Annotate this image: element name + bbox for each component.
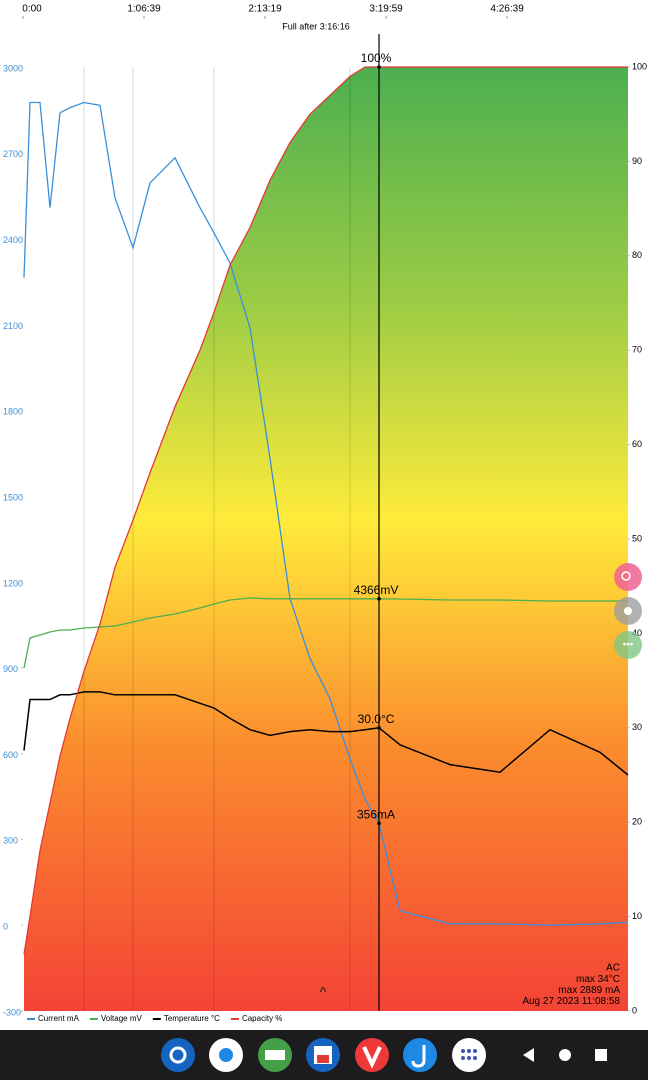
more-icon: ••• (623, 640, 634, 651)
cursor-label: 100% (361, 51, 392, 65)
y2-tick-label: 40 (632, 628, 642, 638)
home-button[interactable] (559, 1049, 571, 1061)
x-tick-label: 2:13:19 (248, 4, 282, 15)
y2-tick-label: 100 (632, 61, 647, 71)
app-glyph (362, 1046, 382, 1069)
expand-button[interactable]: ^ (320, 984, 327, 1000)
theme-icon (624, 607, 632, 615)
y2-tick-label: 30 (632, 722, 642, 732)
app-glyph (265, 1050, 285, 1060)
y2-tick-label: 50 (632, 533, 642, 543)
info-text: Aug 27 2023 11:08:58 (522, 996, 620, 1007)
app-drawer[interactable] (452, 1038, 486, 1072)
cursor-label: 356mA (357, 808, 395, 822)
y-tick-label: 1500 (3, 492, 23, 502)
y-tick-label: 2400 (3, 235, 23, 245)
y2-tick-label: 60 (632, 439, 642, 449)
app-icon[interactable] (161, 1038, 195, 1072)
series-line (23, 66, 628, 955)
cursor-point (377, 597, 381, 601)
app-icon[interactable] (403, 1038, 437, 1072)
y-tick-label: 3000 (3, 63, 23, 73)
recents-button[interactable] (595, 1049, 607, 1061)
y-tick-label: 2100 (3, 321, 23, 331)
cursor-point (377, 726, 381, 730)
series-line (23, 597, 628, 669)
y-tick-label: 300 (3, 836, 18, 846)
event-lines (83, 67, 351, 1011)
y2-tick-label: 80 (632, 250, 642, 260)
foreground: 0:00 1:06:39 2:13:19 3:19:59 4:26:39-3000300… (3, 4, 647, 1023)
y-tick-label: -300 (3, 1007, 21, 1017)
annotation: Full after 3:16:16 (282, 21, 350, 31)
app-drawer-glyph (461, 1049, 477, 1060)
y2-tick-label: 70 (632, 345, 642, 355)
app-glyph (317, 1055, 329, 1063)
x-tick-label: 4:26:39 (490, 4, 524, 15)
y2-tick-label: 90 (632, 156, 642, 166)
cursor-label: 4366mV (354, 583, 399, 597)
legend-label: Temperature °C (164, 1014, 220, 1023)
navigation-bar (0, 1030, 648, 1080)
more-button[interactable] (614, 631, 642, 659)
y-tick-label: 0 (3, 922, 8, 932)
cursor-point (377, 821, 381, 826)
x-tick-label: 3:19:59 (369, 4, 403, 15)
info-text: max 2889 mA (558, 985, 620, 996)
app-glyph (411, 1045, 426, 1068)
y2-tick-label: 0 (632, 1005, 637, 1015)
y-tick-label: 900 (3, 664, 18, 674)
legend-label: Capacity % (242, 1014, 282, 1023)
app-glyph (219, 1048, 233, 1062)
y-tick-label: 1200 (3, 578, 23, 588)
cursor-point (377, 65, 381, 69)
zoom-icon (621, 571, 631, 581)
plot (24, 67, 628, 1011)
info-text: AC (606, 963, 620, 974)
floating-buttons: ••• (614, 563, 642, 659)
y2-tick-label: 20 (632, 817, 642, 827)
app-glyph (169, 1046, 187, 1064)
cursor-label: 30.0°C (358, 712, 395, 726)
legend-label: Current mA (38, 1014, 80, 1023)
y-tick-label: 1800 (3, 407, 23, 417)
y-tick-label: 600 (3, 750, 18, 760)
x-tick-label: 0:00 (22, 4, 42, 15)
info-text: max 34°C (576, 974, 620, 985)
capacity-area (24, 67, 628, 1011)
back-button[interactable] (523, 1048, 534, 1062)
y-tick-label: 2700 (3, 149, 23, 159)
app-icon[interactable] (355, 1038, 389, 1072)
series-line (23, 691, 629, 776)
legend-label: Voltage mV (101, 1014, 143, 1023)
zoom-button[interactable] (614, 563, 642, 591)
y2-tick-label: 10 (632, 911, 642, 921)
x-tick-label: 1:06:39 (127, 4, 161, 15)
series-line (23, 101, 629, 926)
